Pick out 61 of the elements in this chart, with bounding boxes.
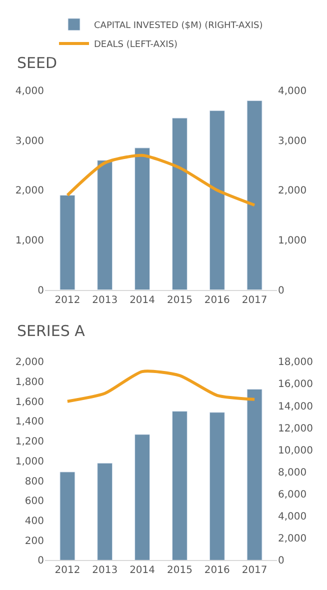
x-tick-label: 2016 [204,294,230,306]
chart-title: SEED [17,54,58,72]
y2-tick-label: 1,000 [278,235,307,246]
y-tick-label: 1,600 [15,396,44,408]
y-tick-label: 200 [24,536,44,547]
y2-tick-label: 2,000 [278,534,307,545]
line-series [66,370,256,403]
bar [134,434,150,560]
bar [60,472,76,560]
x-tick-label: 2015 [166,294,192,306]
bar [209,412,225,560]
line-series [66,154,256,207]
y-tick-label: 400 [24,516,44,527]
y2-tick-label: 0 [278,285,284,296]
y2-tick-label: 4,000 [278,512,307,523]
y2-tick-label: 14,000 [278,401,313,412]
x-tick-label: 2014 [130,294,156,306]
bar [209,110,225,290]
y2-tick-label: 8,000 [278,467,307,478]
x-tick-label: 2012 [54,565,80,576]
x-tick-label: 2017 [242,294,268,306]
bar [172,118,188,290]
y2-tick-label: 3,000 [278,136,307,147]
y-tick-label: 0 [38,285,44,296]
y2-tick-label: 18,000 [278,357,313,368]
bar [97,160,113,290]
bar [172,411,188,560]
legend-label: DEALS (LEFT-AXIS) [94,40,178,50]
x-tick-label: 2012 [54,294,80,306]
chart-title: SERIES A [17,322,86,340]
y-tick-label: 3,000 [15,136,44,147]
y2-tick-label: 2,000 [278,186,307,197]
bar [134,148,150,290]
bar [246,100,262,290]
y2-tick-label: 0 [278,556,284,567]
y2-tick-label: 12,000 [278,423,313,434]
x-tick-label: 2013 [92,294,118,306]
y-tick-label: 1,400 [15,416,44,428]
y-tick-label: 1,200 [15,436,44,448]
x-tick-label: 2017 [242,565,268,576]
x-tick-label: 2014 [130,565,156,576]
y2-tick-label: 6,000 [278,490,307,500]
y-tick-label: 0 [38,556,44,567]
x-tick-label: 2015 [166,565,192,576]
legend-label: CAPITAL INVESTED ($M) (RIGHT-AXIS) [94,20,263,31]
y-tick-label: 2,000 [15,357,44,368]
bar [97,462,113,560]
y-tick-label: 800 [24,476,44,488]
x-tick-label: 2013 [92,565,118,576]
y-tick-label: 1,800 [15,377,44,388]
y2-tick-label: 10,000 [278,445,313,456]
bar [60,194,76,290]
x-tick-label: 2016 [204,565,230,576]
bar [246,388,262,560]
y2-tick-label: 4,000 [278,86,307,98]
y-tick-label: 1,000 [15,235,44,246]
y-tick-label: 2,000 [15,186,44,197]
y-tick-label: 4,000 [15,86,44,98]
y-tick-label: 1,000 [15,456,44,468]
y2-tick-label: 16,000 [278,379,313,390]
y-tick-label: 600 [24,496,44,508]
